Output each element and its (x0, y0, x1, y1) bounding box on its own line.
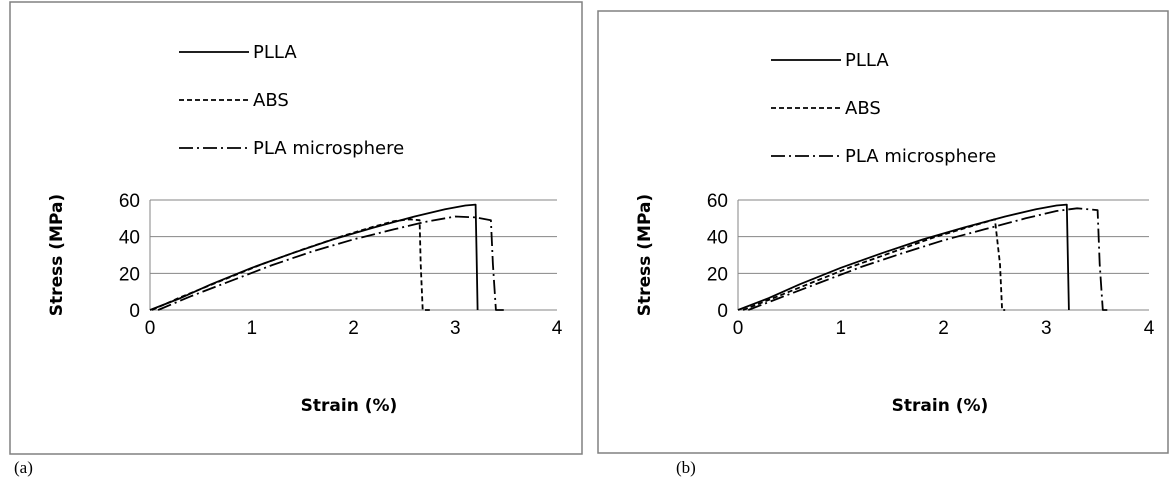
y-axis-title: Stress (MPa) (47, 194, 67, 316)
legend-label: PLA microsphere (845, 146, 996, 167)
series-line-abs (151, 218, 430, 311)
legend-label: PLLA (253, 42, 297, 63)
series-line-abs (742, 218, 1006, 311)
chart-panel-b: 0 20 40 60 0 1 2 3 4 Strain (%) Stress (MPa) PLLA AB… (589, 0, 1173, 479)
y-tick-label: 40 (707, 228, 728, 249)
y-tick-label: 60 (119, 191, 140, 212)
chart-panel-a: 0 20 40 60 0 1 2 3 4 Strain (%) Stress (MPa) PLLA AB… (0, 0, 585, 479)
y-tick-label: 20 (119, 264, 140, 285)
x-tick-label: 4 (552, 318, 563, 339)
x-tick-label: 0 (733, 318, 744, 339)
y-axis-title: Stress (MPa) (635, 194, 655, 316)
legend-label: ABS (253, 90, 289, 111)
x-tick-label: 2 (938, 318, 949, 339)
x-tick-label: 4 (1144, 318, 1155, 339)
series-line-plla (149, 203, 479, 311)
x-tick-label: 2 (348, 318, 359, 339)
x-axis-title: Strain (%) (301, 396, 398, 416)
x-axis-title: Strain (%) (892, 396, 989, 416)
chart-border (597, 10, 1169, 454)
y-tick-label: 60 (707, 191, 728, 212)
y-tick-label: 20 (707, 264, 728, 285)
x-tick-label: 1 (246, 318, 257, 339)
series-line-pla-microsphere (747, 207, 1108, 311)
x-tick-label: 1 (835, 318, 846, 339)
chart-b-svg: 0 20 40 60 0 1 2 3 4 Strain (%) Stress (MPa) PLLA AB… (597, 10, 1169, 454)
x-tick-label: 3 (450, 318, 461, 339)
legend-label: PLA microsphere (253, 138, 404, 159)
y-tick-label: 40 (119, 228, 140, 249)
panel-label-a: (a) (14, 458, 33, 477)
y-tick-label: 0 (129, 301, 140, 322)
chart-border (9, 1, 583, 455)
series-line-pla-microsphere (157, 215, 507, 311)
y-tick-label: 0 (717, 301, 728, 322)
chart-a-svg: 0 20 40 60 0 1 2 3 4 Strain (%) Stress (MPa) PLLA AB… (9, 1, 583, 455)
x-tick-label: 0 (145, 318, 156, 339)
legend-label: ABS (845, 98, 881, 119)
legend-label: PLLA (845, 50, 889, 71)
panel-label-b: (b) (676, 458, 696, 477)
x-tick-label: 3 (1041, 318, 1052, 339)
